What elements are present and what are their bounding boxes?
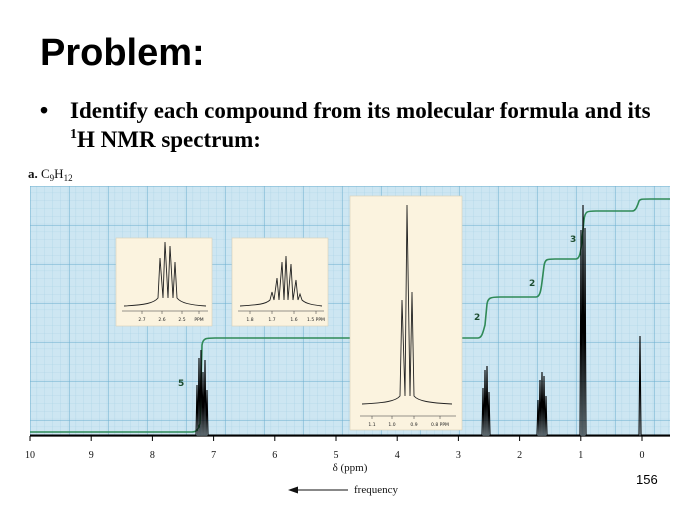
x-axis-ticks: 10 9 8 7 6 5 4 3 2 1 0 [25, 436, 645, 461]
inset-tick-label: 2.6 [158, 317, 165, 323]
inset-tick-label: 0.9 [410, 422, 417, 428]
inset-tick-label: 0.8 PPM [431, 422, 449, 428]
inset-tick-label: 2.7 [138, 317, 145, 323]
formula-h: H [54, 166, 64, 181]
formula-c: C [41, 166, 50, 181]
inset-tick-label: 2.5 [178, 317, 185, 323]
x-axis-tick-label: 10 [25, 450, 35, 461]
x-axis-tick-label: 6 [272, 450, 277, 461]
integration-label: 2 [474, 313, 480, 323]
bullet-text-superscript: 1 [70, 127, 77, 142]
inset-tick-label: 1.8 [246, 317, 253, 323]
inset-3: 1.1 1.0 0.9 0.8 PPM [349, 195, 463, 431]
x-axis-tick-label: 0 [640, 450, 645, 461]
page-number: 156 [636, 472, 658, 487]
bullet-dot-icon: • [40, 97, 49, 123]
inset-tick-label: 1.1 [368, 422, 375, 428]
x-axis-tick-label: 7 [211, 450, 216, 461]
inset-tick-label: 1.5 PPM [307, 317, 325, 323]
inset-tick-label: 1.6 [290, 317, 297, 323]
bullet-text-end: H NMR spectrum: [77, 127, 261, 152]
spectrum-letter: a. [28, 166, 38, 181]
integration-label: 2 [529, 279, 535, 289]
integration-label: 5 [178, 379, 184, 389]
integration-curve [30, 198, 670, 433]
formula-c-sub: 9 [49, 173, 55, 183]
formula-h-sub: 12 [63, 173, 73, 183]
inset-1-peaks [123, 241, 207, 307]
inset-tick-label: PPM [194, 317, 203, 323]
x-axis-label: δ (ppm) [333, 462, 368, 474]
inset-1: 2.7 2.6 2.5 PPM [115, 237, 213, 327]
x-axis-tick-label: 1 [578, 450, 583, 461]
spectrum-peaks [30, 204, 670, 436]
x-axis-tick-label: 4 [395, 450, 400, 461]
frequency-label: frequency [354, 484, 398, 496]
inset-tick-label: 1.7 [268, 317, 275, 323]
x-axis-tick-label: 9 [89, 450, 94, 461]
spectrum-label: a. C9H12 [28, 166, 73, 183]
frequency-arrow-icon [288, 486, 298, 494]
x-axis-tick-label: 5 [334, 450, 339, 461]
x-axis-tick-label: 3 [456, 450, 461, 461]
x-axis-tick-label: 2 [517, 450, 522, 461]
inset-2: 1.8 1.7 1.6 1.5 PPM [231, 237, 329, 327]
bullet-text-main: Identify each compound from its molecula… [70, 98, 651, 123]
slide-title: Problem: [40, 32, 205, 74]
bullet-text: Identify each compound from its molecula… [70, 96, 670, 158]
inset-2-peaks [239, 255, 323, 307]
integration-label: 3 [570, 235, 576, 245]
inset-tick-label: 1.0 [388, 422, 395, 428]
inset-3-peaks [361, 204, 453, 405]
x-axis-tick-label: 8 [150, 450, 155, 461]
